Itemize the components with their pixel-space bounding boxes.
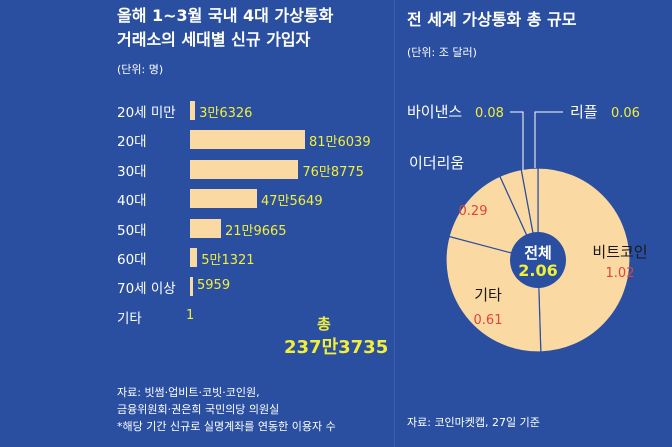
bar-value-label: 3만6326 — [199, 106, 253, 121]
slice-value-label: 1.02 — [606, 266, 635, 281]
slice-value-label: 0.08 — [475, 106, 504, 121]
bar-category-label: 50대 — [117, 223, 147, 239]
age-chart-title-line2: 거래소의 세대별 신규 가입자 — [117, 30, 311, 49]
donut-hole — [510, 232, 566, 288]
market-cap-unit: (단위: 조 달러) — [407, 46, 477, 59]
total-label: 총 — [317, 315, 331, 333]
donut-slice — [537, 167, 631, 353]
bar — [190, 248, 198, 267]
leader-line — [534, 111, 563, 168]
slice-label: 이더리움 — [409, 154, 464, 172]
bar-category-label: 20세 미만 — [117, 105, 176, 121]
market-cap-source: 자료: 코인마켓캡, 27일 기준 — [407, 416, 540, 429]
age-chart-title-line1: 올해 1~3월 국내 4대 가상통화 — [117, 6, 334, 25]
slice-value-label: 0.61 — [474, 313, 503, 328]
bar-category-label: 20대 — [117, 134, 147, 150]
bar-value-label: 5959 — [197, 278, 231, 293]
donut-slice — [448, 175, 540, 261]
bar-category-label: 70세 이상 — [117, 281, 176, 297]
total-value: 237만3735 — [284, 337, 389, 358]
bar — [190, 189, 258, 208]
bar-category-label: 30대 — [117, 164, 147, 180]
bar-category-label: 40대 — [117, 193, 147, 209]
donut-center-value: 2.06 — [518, 261, 557, 280]
market-cap-title: 전 세계 가상통화 총 규모 — [407, 10, 577, 29]
slice-value-label: 0.29 — [459, 204, 488, 219]
slice-value-label: 0.06 — [611, 106, 640, 121]
bar-value-label: 76만8775 — [302, 165, 364, 180]
leader-line — [510, 111, 524, 170]
age-chart-source-line1: 자료: 빗썸·업비트·코빗·코인원, — [117, 386, 260, 399]
age-chart-panel: 올해 1~3월 국내 4대 가상통화 거래소의 세대별 신규 가입자 (단위: … — [117, 6, 389, 433]
bar-value-label: 5만1321 — [201, 253, 255, 268]
panel-divider — [394, 0, 395, 447]
bar — [190, 277, 193, 296]
bar-value-label: 81만6039 — [309, 135, 371, 150]
market-cap-donut-chart: 전체2.06 비트코인 1.02 기타 0.61 이더리움 0.29 바이낸스 0.08 리플 0.… — [407, 103, 648, 353]
donut-center-label: 전체 — [524, 244, 552, 262]
bar-value-label: 21만9665 — [224, 224, 287, 239]
bar — [190, 101, 196, 120]
slice-label: 리플 — [570, 103, 598, 121]
bar — [190, 160, 299, 179]
bar-value-label: 1 — [186, 308, 195, 323]
age-chart-unit: (단위: 명) — [117, 63, 164, 76]
slice-label: 기타 — [474, 286, 502, 304]
market-cap-panel: 전 세계 가상통화 총 규모 (단위: 조 달러) 전체 2.06 비트코인 1.02… — [395, 0, 672, 447]
age-chart-footnote: *해당 기간 신규로 실명계좌를 연동한 이용자 수 — [117, 420, 336, 433]
age-chart-source-line2: 금융위원회·권은희 국민의당 의원실 — [117, 403, 280, 416]
bar — [190, 130, 305, 149]
bar-category-label: 60대 — [117, 252, 147, 268]
slice-label: 바이낸스 — [407, 103, 462, 121]
bar-category-label: 기타 — [117, 311, 142, 327]
bar-value-label: 47만5649 — [261, 194, 323, 209]
slice-label: 비트코인 — [592, 243, 647, 261]
bar — [190, 219, 221, 238]
